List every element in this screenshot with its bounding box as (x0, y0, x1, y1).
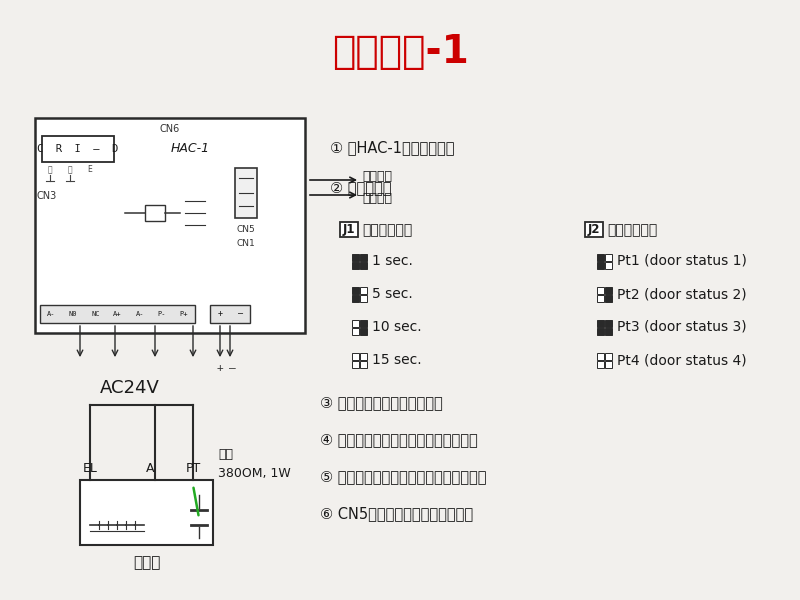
Text: A+: A+ (114, 311, 122, 317)
Text: 380OM, 1W: 380OM, 1W (218, 467, 290, 479)
Text: CN6: CN6 (160, 124, 180, 134)
Text: N0: N0 (69, 311, 78, 317)
Bar (605, 361, 612, 368)
Bar (42, 136, 114, 162)
Bar (597, 353, 604, 360)
Bar (235, 168, 257, 218)
Bar (340, 222, 358, 237)
Text: A-: A- (47, 311, 55, 317)
Bar (597, 287, 604, 294)
Text: 開鎖時間調整: 開鎖時間調整 (362, 223, 412, 237)
Text: C  R  I  –  D: C R I – D (38, 144, 118, 154)
Text: Pt2 (door status 2): Pt2 (door status 2) (617, 287, 746, 301)
Text: 1 sec.: 1 sec. (372, 254, 413, 268)
Text: 電阻: 電阻 (218, 449, 233, 461)
Bar (360, 287, 367, 294)
Text: EL: EL (82, 461, 98, 475)
Bar (605, 295, 612, 302)
Text: CN5: CN5 (237, 226, 255, 235)
Text: 安裝說明-1: 安裝說明-1 (332, 33, 468, 71)
Text: +: + (218, 310, 222, 319)
Text: 開門狀態調整: 開門狀態調整 (607, 223, 658, 237)
Bar (597, 328, 604, 335)
Bar (605, 328, 612, 335)
Bar (352, 295, 359, 302)
Text: J1: J1 (342, 223, 355, 236)
Text: ⑥ CN5的黃綠短接可改變門位顯示: ⑥ CN5的黃綠短接可改變門位顯示 (320, 506, 473, 521)
Bar (605, 287, 612, 294)
Bar (80, 480, 213, 545)
Bar (597, 361, 604, 368)
Bar (360, 361, 367, 368)
Text: ① 將HAC-1安裝在線箱內: ① 將HAC-1安裝在線箱內 (330, 140, 454, 155)
Bar (360, 295, 367, 302)
Text: HAC-1: HAC-1 (170, 142, 210, 154)
Text: 刷卡機或: 刷卡機或 (362, 169, 392, 182)
Bar (352, 328, 359, 335)
Bar (352, 320, 359, 327)
Text: –: – (238, 310, 242, 319)
Text: A-: A- (135, 311, 144, 317)
Bar (145, 205, 165, 221)
Text: A: A (146, 461, 154, 475)
Bar (360, 353, 367, 360)
Text: ② 調整短路棒: ② 調整短路棒 (330, 181, 391, 196)
Text: 置: 置 (68, 166, 72, 175)
Bar (597, 320, 604, 327)
Text: ③ 將排線按線路圖之顏色接妥: ③ 將排線按線路圖之顏色接妥 (320, 395, 442, 410)
Text: NC: NC (91, 311, 100, 317)
Text: 15 sec.: 15 sec. (372, 353, 422, 367)
Bar (210, 305, 250, 323)
Text: ④ 開鎖用的電源不要和控制器同一電源: ④ 開鎖用的電源不要和控制器同一電源 (320, 433, 478, 448)
Bar (40, 305, 195, 323)
Text: 10 sec.: 10 sec. (372, 320, 422, 334)
Text: Pt3 (door status 3): Pt3 (door status 3) (617, 320, 746, 334)
Bar (360, 254, 367, 261)
Text: CN1: CN1 (237, 238, 255, 247)
Bar (605, 353, 612, 360)
Bar (597, 262, 604, 269)
Text: P+: P+ (180, 311, 188, 317)
Bar (360, 262, 367, 269)
Text: 5 sec.: 5 sec. (372, 287, 413, 301)
Text: Pt1 (door status 1): Pt1 (door status 1) (617, 254, 747, 268)
Bar (597, 254, 604, 261)
Bar (605, 262, 612, 269)
Bar (585, 222, 603, 237)
Text: AC24V: AC24V (100, 379, 160, 397)
Bar (360, 320, 367, 327)
Bar (605, 254, 612, 261)
Text: PT: PT (186, 461, 201, 475)
Text: +: + (217, 363, 223, 373)
Bar (597, 295, 604, 302)
Text: 件: 件 (48, 166, 52, 175)
Text: –: – (229, 363, 235, 373)
Text: 俞氏鎖: 俞氏鎖 (133, 556, 160, 571)
Bar (352, 361, 359, 368)
Text: CN3: CN3 (37, 191, 57, 201)
Bar (352, 262, 359, 269)
Bar (35, 118, 305, 333)
Bar (360, 328, 367, 335)
Text: P-: P- (158, 311, 166, 317)
Text: ⑤ 在鎖的兩極加上電阻或二極體消除突波: ⑤ 在鎖的兩極加上電阻或二極體消除突波 (320, 469, 486, 485)
Text: 開門按鈕: 開門按鈕 (362, 193, 392, 205)
Bar (352, 254, 359, 261)
Text: J2: J2 (588, 223, 600, 236)
Bar (605, 320, 612, 327)
Text: E: E (88, 166, 92, 175)
Bar (352, 353, 359, 360)
Bar (352, 287, 359, 294)
Text: Pt4 (door status 4): Pt4 (door status 4) (617, 353, 746, 367)
